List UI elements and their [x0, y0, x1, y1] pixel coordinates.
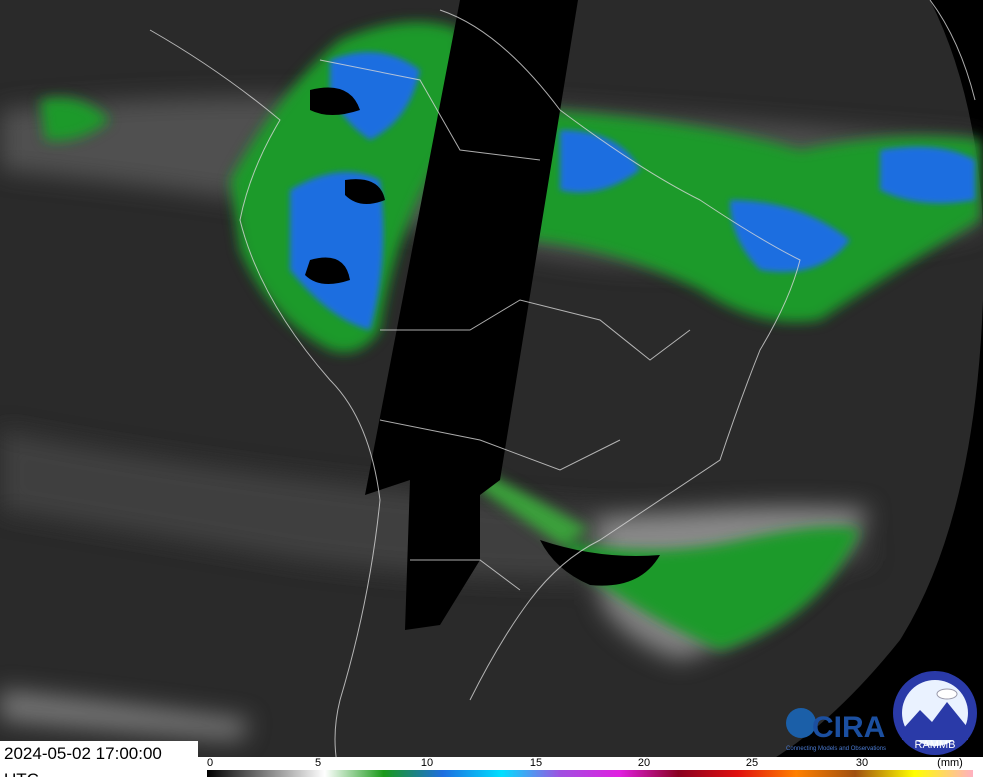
political-borders [149, 0, 976, 777]
rammb-logo: RAMMB [893, 671, 977, 755]
colorbar-tick: 5 [314, 757, 322, 769]
colorbar-tick: 10 [420, 757, 434, 769]
dry-patches [305, 87, 660, 586]
colorbar-unit: (mm) [937, 757, 963, 769]
cira-logo-tagline: Connecting Models and Observations [786, 746, 886, 752]
cira-logo-name: CIRA [812, 711, 885, 744]
colorbar-legend: 0 5 10 15 20 25 30 (mm) [198, 757, 983, 777]
missing-data-swath [365, 0, 578, 630]
colorbar-tick: 20 [637, 757, 651, 769]
globe-icon [786, 708, 816, 738]
colorbar-gradient [207, 770, 973, 777]
cira-logo: CIRA Connecting Models and Observations [786, 708, 886, 752]
rammb-logo-name: RAMMB [915, 739, 956, 751]
moisture-blue [290, 52, 975, 330]
timestamp-label: 2024-05-02 17:00:00 UTC [0, 741, 198, 777]
colorbar-tick: 30 [855, 757, 869, 769]
colorbar-tick: 25 [745, 757, 759, 769]
colorbar-tick: 15 [529, 757, 543, 769]
colorbar-tick: 0 [206, 757, 214, 769]
